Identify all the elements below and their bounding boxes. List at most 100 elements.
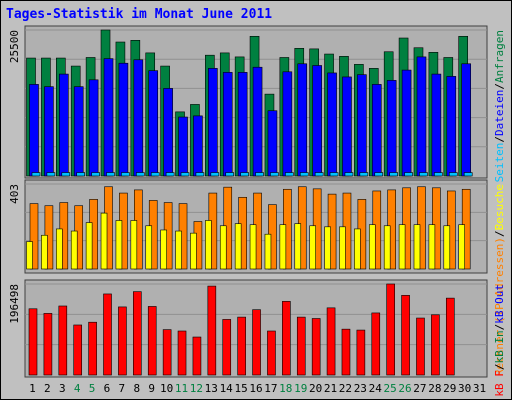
legend-entry: kB Out xyxy=(493,284,506,324)
bar-dateien xyxy=(178,116,188,177)
bar-kb-f xyxy=(445,297,455,376)
legend-entry: Besuche xyxy=(493,184,506,230)
bar-seiten xyxy=(91,172,100,177)
bar-kb-f xyxy=(73,324,83,376)
legend-entry: / xyxy=(493,324,506,331)
legend-entry: Anfragen xyxy=(493,30,506,83)
bar-seiten xyxy=(404,172,413,177)
bar-kb-f xyxy=(416,317,425,376)
x-axis-labels: 1 2 3 4 5 6 7 8 9 10 11 12 13 14 15 16 17 18 19 20 21 22 23 24 2… xyxy=(29,382,486,395)
bar-besuche xyxy=(26,241,33,270)
bar-besuche xyxy=(309,225,316,270)
y-tick-labels: 25500 403 196498 xyxy=(8,30,21,324)
bar-besuche xyxy=(368,224,376,270)
bar-kb-f xyxy=(103,293,112,376)
y-tick-label: 403 xyxy=(8,184,21,204)
bar-dateien xyxy=(342,76,352,177)
bar-dateien xyxy=(148,70,159,177)
bar-besuche xyxy=(234,223,242,270)
bar-kb-f xyxy=(222,319,232,376)
legend-entry: kB F xyxy=(493,370,506,397)
bar-dateien xyxy=(431,73,442,177)
x-axis-label: 31 xyxy=(473,382,486,395)
bar-seiten xyxy=(463,172,473,177)
bar-kb-f xyxy=(252,309,261,376)
bar-kb-f xyxy=(237,316,246,376)
bar-kb-f xyxy=(341,328,351,376)
bar-besuche xyxy=(160,229,167,270)
bar-seiten xyxy=(121,172,130,177)
bar-besuche xyxy=(249,224,257,270)
bar-kb-f xyxy=(431,314,440,376)
bar-seiten xyxy=(359,172,369,177)
x-axis-label: 1 xyxy=(29,382,36,395)
bar-dateien xyxy=(401,69,412,177)
x-axis-label: 12 xyxy=(190,382,203,395)
bar-besuche xyxy=(443,225,451,270)
bar-besuche xyxy=(145,225,153,270)
bar-seiten xyxy=(195,172,205,177)
bar-kb-f xyxy=(177,330,187,376)
bar-besuche xyxy=(264,233,272,270)
bar-besuche xyxy=(85,222,93,270)
x-axis-label: 5 xyxy=(89,382,96,395)
bar-kb-f xyxy=(296,316,306,376)
bar-seiten xyxy=(389,172,398,177)
bar-kb-f xyxy=(311,318,321,376)
x-axis-label: 26 xyxy=(398,382,411,395)
bar-seiten xyxy=(314,172,324,177)
bar-seiten xyxy=(210,172,220,177)
bar-seiten xyxy=(180,172,190,177)
bar-besuche xyxy=(383,225,391,270)
x-axis-label: 3 xyxy=(59,382,66,395)
x-axis-label: 6 xyxy=(104,382,111,395)
bar-dateien xyxy=(297,63,308,177)
x-axis-label: 25 xyxy=(384,382,397,395)
bar-dateien xyxy=(29,84,39,177)
bar-seiten xyxy=(240,172,249,177)
bar-kb-f xyxy=(58,305,68,376)
bar-besuche xyxy=(219,225,227,270)
legend-entry: kB In xyxy=(493,330,506,363)
bar-dateien xyxy=(252,66,263,177)
bar-kb-f xyxy=(371,312,381,376)
bar-kb-f xyxy=(386,283,395,376)
bar-besuche xyxy=(190,232,197,270)
bar-kb-f xyxy=(162,329,172,376)
legend-bottom: kB F/kB In/kB Out xyxy=(493,284,506,397)
x-axis-label: 19 xyxy=(294,382,307,395)
x-axis-label: 11 xyxy=(175,382,188,395)
bar-dateien xyxy=(222,72,233,177)
x-axis-label: 14 xyxy=(220,382,234,395)
bar-seiten xyxy=(106,172,115,177)
bar-kb-f xyxy=(88,321,97,376)
bar-dateien xyxy=(103,58,114,177)
bar-besuche xyxy=(175,230,182,270)
bar-kb-f xyxy=(401,295,410,376)
bar-seiten xyxy=(270,172,279,177)
bar-seiten xyxy=(285,172,294,177)
bar-dateien xyxy=(88,79,99,177)
bar-seiten xyxy=(225,172,235,177)
x-axis-label: 17 xyxy=(264,382,277,395)
x-axis-label: 9 xyxy=(148,382,155,395)
bar-besuche xyxy=(41,234,48,270)
bar-dateien xyxy=(416,56,427,177)
x-axis-label: 4 xyxy=(74,382,81,395)
bar-seiten xyxy=(150,172,160,177)
bar-dateien xyxy=(282,71,293,177)
x-axis-label: 8 xyxy=(133,382,140,395)
bar-seiten xyxy=(329,172,339,177)
x-axis-label: 16 xyxy=(249,382,262,395)
y-tick-label: 25500 xyxy=(8,30,21,63)
bar-dateien xyxy=(371,84,382,177)
bar-kb-f xyxy=(267,330,276,376)
x-axis-label: 22 xyxy=(339,382,352,395)
chart-bars xyxy=(26,29,473,376)
legend-entry: / xyxy=(493,136,506,143)
legend-entry: Seiten xyxy=(493,143,506,183)
bar-dateien xyxy=(208,68,218,177)
bar-dateien xyxy=(118,62,129,177)
